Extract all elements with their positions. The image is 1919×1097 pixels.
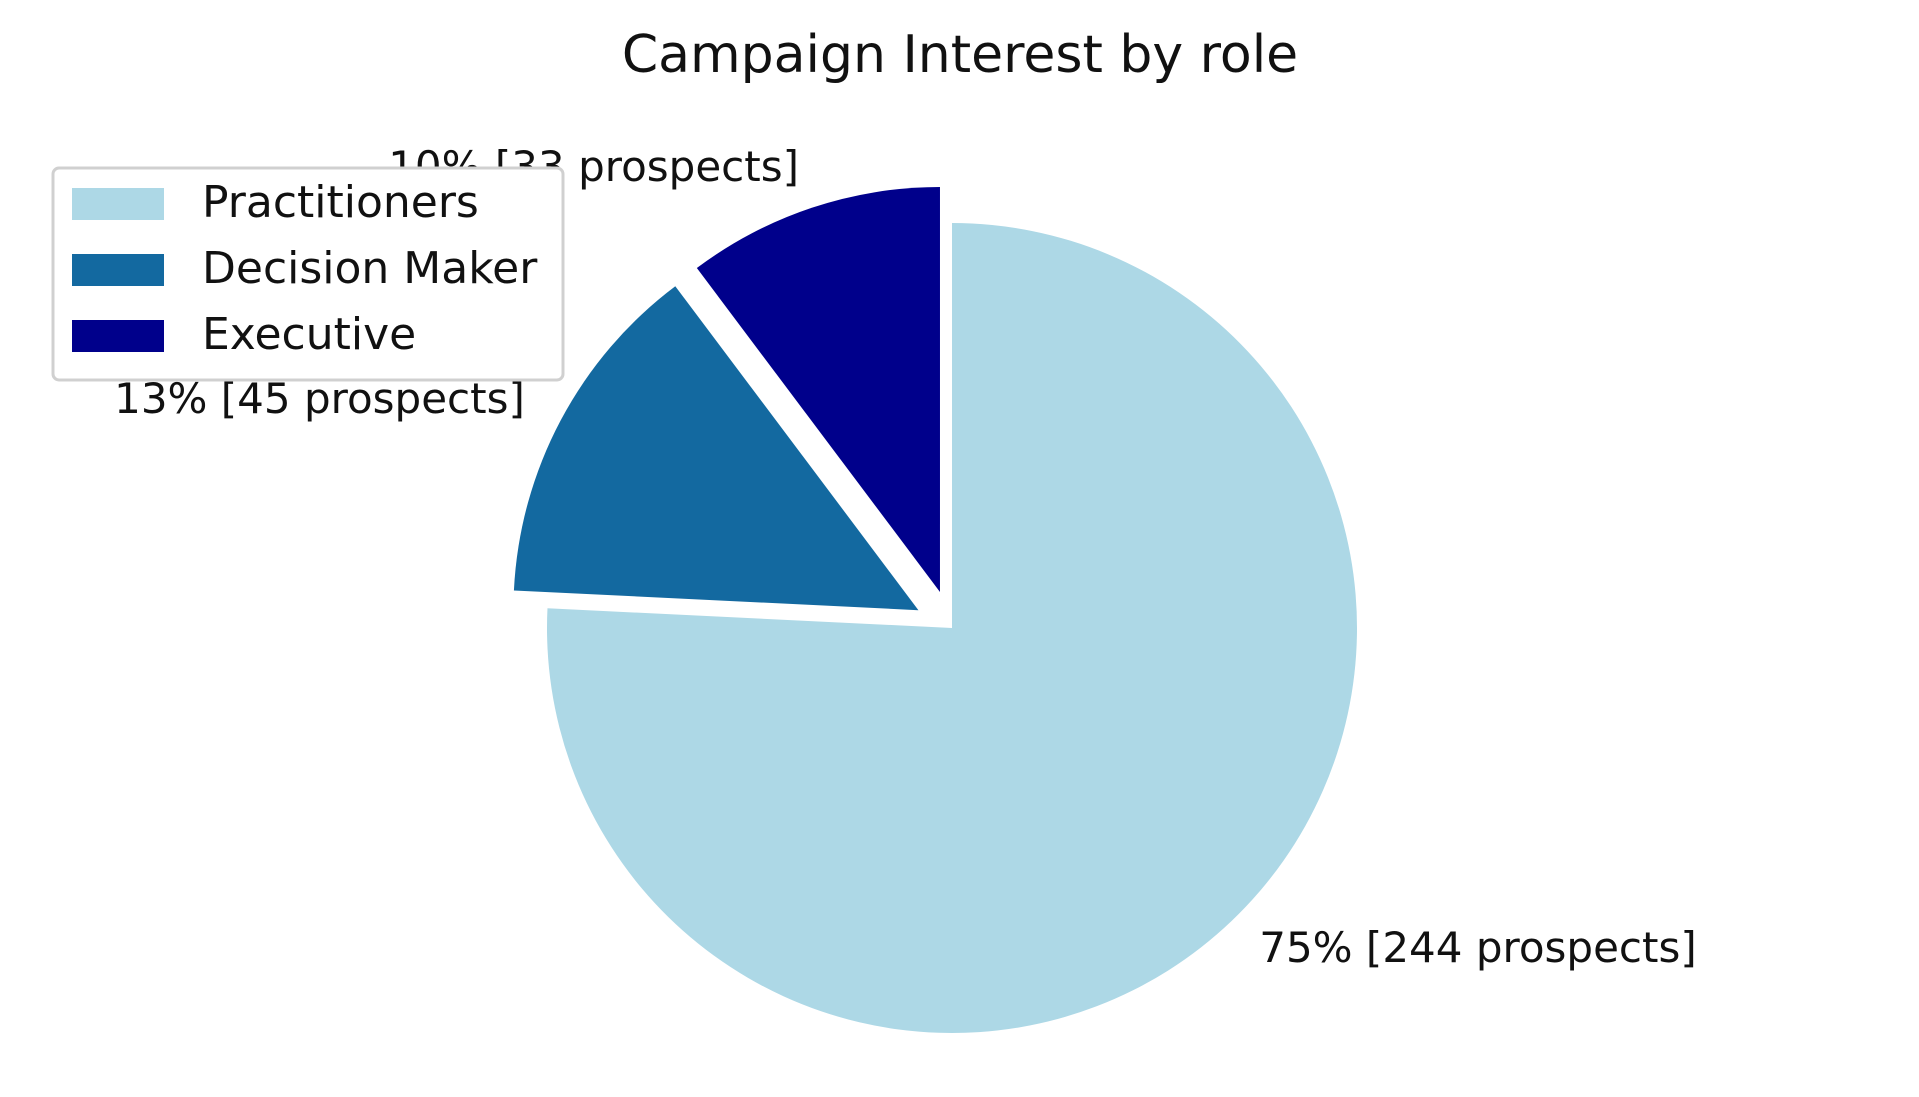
legend-label: Executive [202, 309, 416, 360]
pie-slices [513, 186, 1357, 1033]
legend-items: Practitioners Decision Maker Executive [72, 177, 538, 360]
legend-swatch [72, 188, 164, 220]
pie-slice-decision-maker [513, 286, 919, 611]
legend-swatch [72, 320, 164, 352]
chart-title: Campaign Interest by role [622, 25, 1298, 85]
pie-slice-practitioners [547, 223, 1357, 1033]
legend-swatch [72, 254, 164, 286]
legend-label: Practitioners [202, 177, 479, 228]
legend-frame [51, 166, 565, 382]
legend-label: Decision Maker [202, 243, 538, 294]
legend: Practitioners Decision Maker Executive [51, 166, 565, 382]
pie-slice-executive [696, 186, 940, 592]
slice-labels: 75% [244 prospects]13% [45 prospects]10%… [114, 142, 1697, 972]
slice-label: 13% [45 prospects] [114, 374, 525, 423]
slice-label: 75% [244 prospects] [1259, 923, 1697, 972]
